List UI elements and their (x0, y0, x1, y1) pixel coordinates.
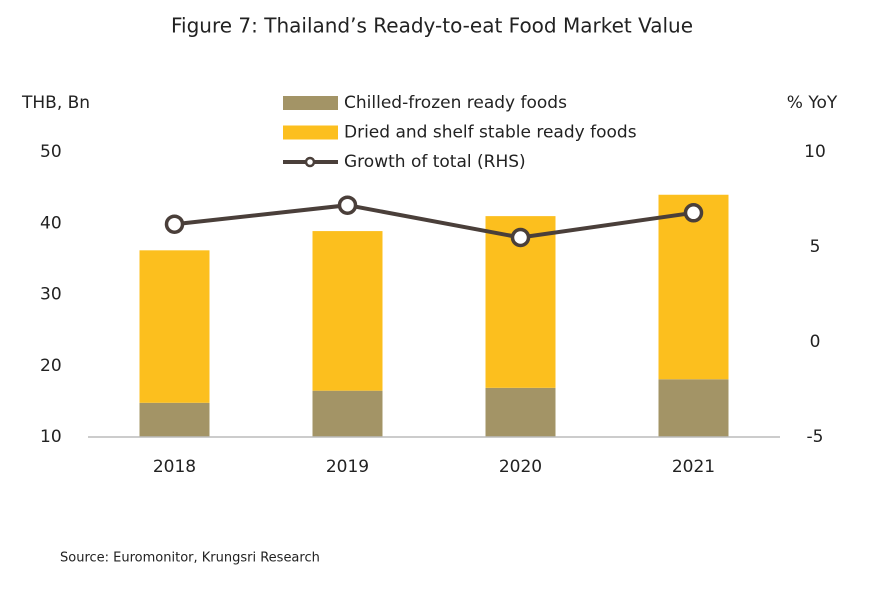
legend-label: Dried and shelf stable ready foods (344, 123, 637, 143)
legend-swatch (283, 125, 338, 140)
line (174, 203, 694, 240)
source: Source: Euromonitor, Krungsri Research (60, 551, 320, 566)
y-tick-label: 10 (40, 427, 62, 447)
bar-segment (485, 387, 556, 437)
x-tick-label: 2021 (672, 457, 715, 477)
y2-tick-label: -5 (807, 427, 824, 447)
x-tick-label: 2019 (326, 457, 369, 477)
line-marker (164, 214, 185, 234)
y-tick-label: 50 (40, 142, 62, 162)
y-tick-label: 40 (40, 213, 62, 233)
line-marker (337, 195, 358, 215)
y2-tick-label: 5 (810, 237, 821, 257)
y-tick-label: 20 (40, 356, 62, 376)
legend-label: Chilled-frozen ready foods (344, 93, 567, 113)
bar-segment (312, 390, 383, 437)
line-marker (683, 203, 704, 223)
bar-segment (139, 402, 210, 437)
line-marker (510, 227, 531, 248)
y-tick-label: 30 (40, 285, 62, 305)
bar-segment (658, 194, 729, 380)
y2-tick-label: 10 (804, 142, 826, 162)
legend-marker (304, 156, 316, 168)
y-axis-label: THB, Bn (21, 93, 90, 113)
y2-axis-label: % YoY (787, 93, 838, 113)
x-tick-label: 2018 (153, 457, 196, 477)
bar-segment (312, 231, 383, 391)
bar-segment (658, 379, 729, 437)
legend-swatch (283, 96, 338, 110)
x-tick-label: 2020 (499, 457, 542, 477)
y2-tick-label: 0 (810, 332, 821, 352)
bar-segment (139, 250, 210, 403)
chart-title: Figure 7: Thailand’s Ready-to-eat Food M… (171, 14, 693, 38)
legend-label: Growth of total (RHS) (344, 152, 526, 172)
